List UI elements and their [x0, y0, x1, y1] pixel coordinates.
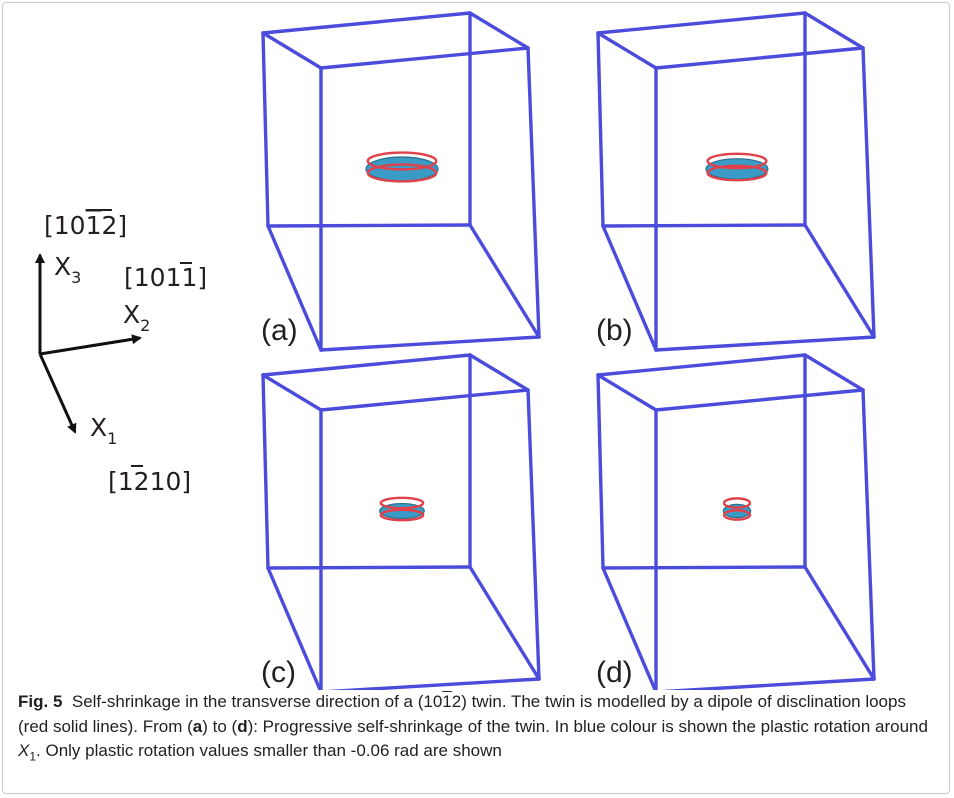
disclination-loop-upper	[706, 152, 768, 170]
panel-a: (a)	[261, 11, 541, 352]
panel-d: (d)	[596, 353, 876, 690]
x3-symbol: X3	[54, 252, 81, 287]
disclination-loop-lower	[722, 509, 752, 521]
twin-loops	[722, 497, 752, 521]
coordinate-system: [1012] X3 [1011] X2 X1 [1210]	[35, 209, 207, 496]
disclination-loop-upper	[379, 496, 425, 510]
twin-loops	[379, 496, 425, 522]
svg-text:[1012]: [1012]	[44, 211, 127, 240]
caption-fig-label: Fig. 5	[18, 692, 63, 711]
figure-graphic: [1012] X3 [1011] X2 X1 [1210] (a) (b)(c)(…	[35, 11, 876, 690]
x2-direction-label: [1011]	[124, 262, 207, 292]
x1-arrow	[38, 353, 77, 434]
panel-label-c: (c)	[261, 656, 296, 689]
simulation-box	[596, 11, 876, 352]
simulation-box	[261, 353, 541, 690]
svg-text:[1210]: [1210]	[108, 467, 191, 496]
disclination-loop-lower	[706, 164, 768, 182]
twin-loops	[705, 152, 769, 182]
x1-symbol: X1	[90, 413, 117, 448]
panel-b: (b)	[596, 11, 876, 352]
panel-label-a: (a)	[261, 314, 298, 347]
panel-label-b: (b)	[596, 314, 633, 347]
figure-caption: Fig. 5 Self-shrinkage in the transverse …	[18, 692, 928, 764]
x1-direction-label: [1210]	[108, 465, 191, 496]
disclination-loop-upper	[722, 497, 752, 509]
panel-c: (c)	[261, 353, 541, 690]
disclination-loop-lower	[366, 163, 438, 183]
simulation-box	[261, 11, 541, 352]
x3-direction-label: [1012]	[44, 209, 127, 240]
x2-symbol: X2	[123, 300, 150, 335]
twin-loops	[365, 151, 439, 183]
panels: (a) (b) (c) (d)	[261, 11, 876, 690]
disclination-loop-lower	[379, 508, 425, 522]
panel-label-d: (d)	[596, 656, 633, 689]
disclination-loop-upper	[366, 151, 438, 171]
svg-text:[1011]: [1011]	[124, 263, 207, 292]
x2-arrow	[39, 334, 142, 356]
simulation-box	[596, 353, 876, 690]
